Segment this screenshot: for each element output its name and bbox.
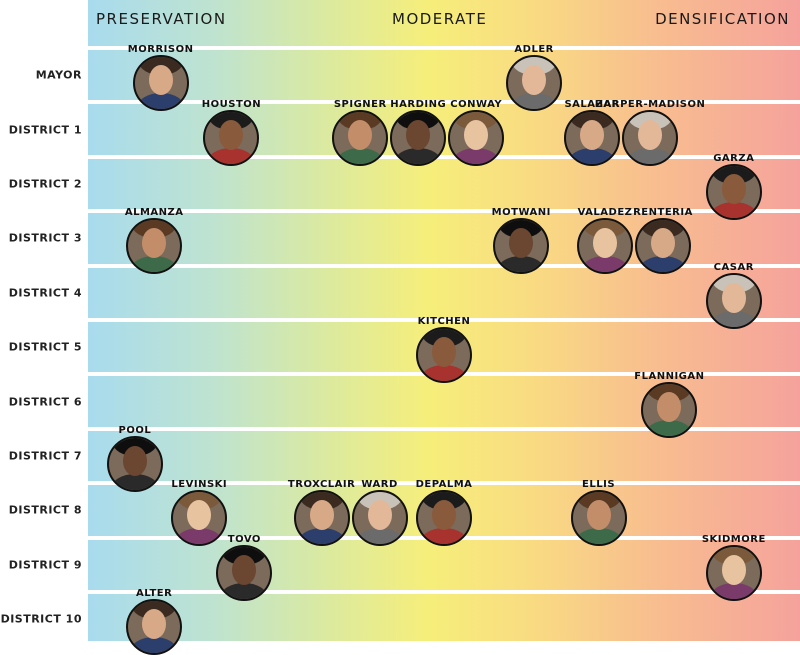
member-levinski: LEVINSKI <box>171 479 228 547</box>
row-divider <box>88 46 800 50</box>
member-name: ADLER <box>514 44 554 56</box>
row-label: DISTRICT 5 <box>8 340 82 354</box>
row-divider <box>88 154 800 159</box>
member-name: GARZA <box>713 153 755 164</box>
portrait-avatar <box>570 490 627 547</box>
member-ward: WARD <box>351 479 408 547</box>
portrait-avatar <box>705 272 762 329</box>
member-kitchen: KITCHEN <box>416 316 472 384</box>
member-morrison: MORRISON <box>128 44 193 112</box>
portrait-avatar <box>564 109 621 166</box>
row-label: DISTRICT 7 <box>8 449 82 463</box>
member-casar: CASAR <box>705 262 762 329</box>
portrait-avatar <box>641 381 698 438</box>
member-motwani: MOTWANI <box>492 207 550 275</box>
member-harding: HARDING <box>390 99 447 166</box>
row-label: DISTRICT 4 <box>8 286 82 300</box>
member-alter: ALTER <box>126 588 183 655</box>
member-name: LEVINSKI <box>171 479 228 491</box>
portrait-avatar <box>622 109 679 166</box>
portrait-avatar <box>126 218 183 275</box>
portrait-avatar <box>493 218 550 275</box>
portrait-avatar <box>577 218 633 275</box>
member-adler: ADLER <box>506 44 563 112</box>
portrait-avatar <box>351 490 408 547</box>
member-ellis: ELLIS <box>570 479 627 547</box>
member-name: VALADEZ <box>577 207 633 219</box>
row-label: DISTRICT 6 <box>8 395 82 409</box>
member-name: POOL <box>118 425 152 436</box>
row-divider <box>88 318 800 322</box>
member-name: TROXCLAIR <box>287 479 356 491</box>
portrait-avatar <box>390 109 447 166</box>
member-flannigan: FLANNIGAN <box>634 371 704 438</box>
member-name: CASAR <box>713 261 754 273</box>
member-skidmore: SKIDMORE <box>702 534 765 601</box>
row-divider <box>88 100 800 105</box>
portrait-avatar <box>126 599 183 655</box>
portrait-avatar <box>216 544 273 601</box>
member-conway: CONWAY <box>448 99 505 166</box>
row-label: DISTRICT 3 <box>8 231 82 245</box>
row-label: DISTRICT 10 <box>0 612 82 626</box>
member-name: HARPER-MADISON <box>594 98 706 110</box>
member-name: FLANNIGAN <box>634 370 705 382</box>
row-divider <box>88 209 800 214</box>
member-name: ALTER <box>136 588 173 600</box>
member-name: KITCHEN <box>417 316 471 328</box>
member-garza: GARZA <box>705 153 762 220</box>
member-name: TOVO <box>227 533 261 545</box>
member-name: HOUSTON <box>201 98 262 110</box>
member-name: RENTERIA <box>633 207 693 219</box>
portrait-avatar <box>332 109 389 166</box>
member-spigner: SPIGNER <box>332 99 389 166</box>
member-name: ELLIS <box>582 479 616 491</box>
member-name: CONWAY <box>450 98 503 110</box>
row-divider <box>88 590 800 594</box>
scale-center-heading: MODERATE <box>392 10 488 28</box>
member-almanza: ALMANZA <box>125 207 183 275</box>
member-name: HARDING <box>390 98 447 110</box>
scale-left-heading: PRESERVATION <box>96 10 227 28</box>
member-name: ALMANZA <box>124 207 184 219</box>
portrait-avatar <box>293 490 350 547</box>
member-pool: POOL <box>106 425 163 492</box>
portrait-avatar <box>705 164 762 220</box>
portrait-avatar <box>171 490 228 547</box>
member-valadez: VALADEZ <box>577 207 633 275</box>
row-label: MAYOR <box>35 68 82 82</box>
portrait-avatar <box>705 544 762 601</box>
member-harper-madison: HARPER-MADISON <box>595 99 705 166</box>
member-renteria: RENTERIA <box>633 207 692 275</box>
member-tovo: TOVO <box>216 534 273 601</box>
member-name: MORRISON <box>127 44 194 56</box>
member-houston: HOUSTON <box>202 99 261 166</box>
scale-right-heading: DENSIFICATION <box>655 10 790 28</box>
row-label: DISTRICT 8 <box>8 503 82 517</box>
portrait-avatar <box>634 218 691 275</box>
portrait-avatar <box>506 55 563 112</box>
member-name: DEPALMA <box>415 479 473 491</box>
row-divider <box>88 263 800 268</box>
row-label: DISTRICT 9 <box>8 558 82 572</box>
member-name: SPIGNER <box>333 98 387 110</box>
member-troxclair: TROXCLAIR <box>288 479 355 547</box>
portrait-avatar <box>416 490 472 547</box>
member-name: SALAZAR <box>564 98 620 110</box>
portrait-avatar <box>203 109 260 166</box>
portrait-avatar <box>416 327 472 384</box>
member-depalma: DEPALMA <box>416 479 472 547</box>
row-divider <box>88 481 800 486</box>
portrait-avatar <box>106 436 163 492</box>
row-label: DISTRICT 1 <box>8 123 82 137</box>
row-label: DISTRICT 2 <box>8 177 82 191</box>
row-divider <box>88 426 800 431</box>
portrait-avatar <box>132 55 189 112</box>
member-name: MOTWANI <box>491 207 551 219</box>
member-salazar: SALAZAR <box>564 99 621 166</box>
member-name: SKIDMORE <box>701 533 766 545</box>
member-name: WARD <box>361 479 398 491</box>
portrait-avatar <box>448 109 505 166</box>
